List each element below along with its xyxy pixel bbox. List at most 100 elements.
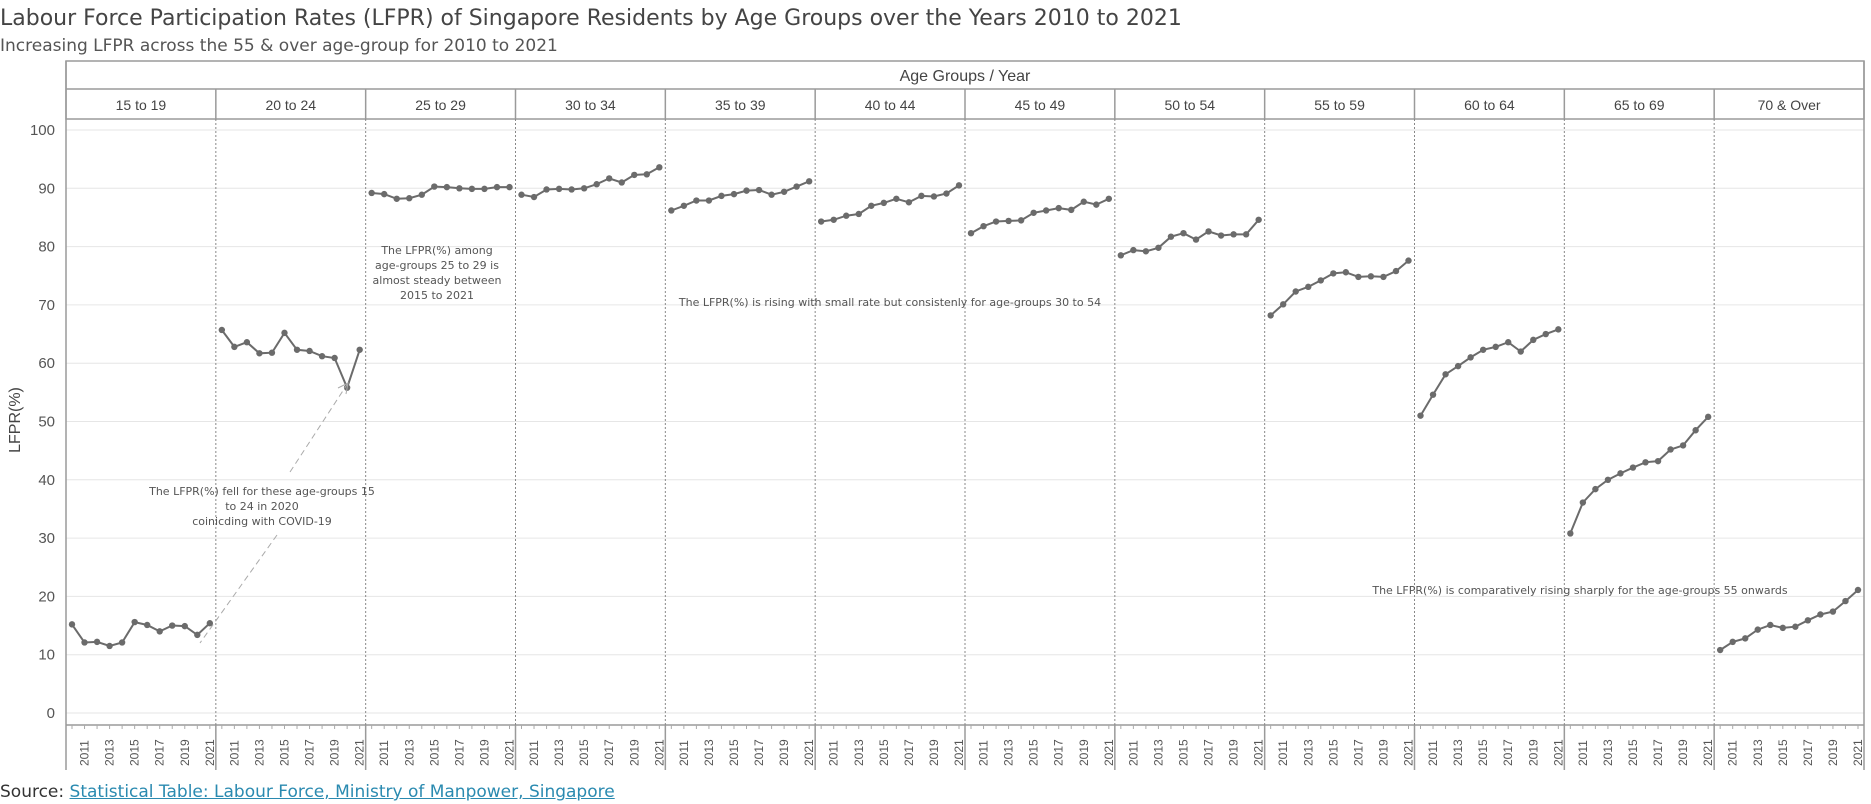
data-point	[1817, 611, 1824, 618]
x-tick-label: 2021	[652, 739, 666, 766]
data-point	[1392, 267, 1400, 275]
x-tick-label: 2013	[1751, 739, 1765, 766]
data-point	[368, 189, 375, 197]
data-point	[380, 190, 388, 198]
y-tick-label: 80	[38, 239, 55, 256]
y-tick-label: 90	[38, 180, 55, 197]
data-point	[580, 185, 588, 192]
x-tick-label: 2017	[1651, 739, 1665, 766]
series-line-20-to-24	[220, 329, 361, 391]
annotation-covid: coinicding with COVID-19	[192, 515, 332, 528]
x-tick-label: 2021	[203, 739, 217, 766]
x-tick-label: 2021	[1551, 739, 1565, 766]
data-point	[131, 618, 138, 626]
data-point	[743, 187, 750, 194]
x-tick-label: 2011	[677, 740, 691, 766]
data-point	[880, 199, 888, 207]
x-tick-label: 2013	[852, 739, 866, 766]
data-point	[506, 183, 513, 191]
data-point	[156, 628, 163, 635]
x-tick-label: 2011	[1126, 740, 1140, 766]
x-tick-label: 2013	[1301, 739, 1315, 766]
data-point	[718, 192, 725, 200]
annotation-steady: age-groups 25 to 29 is	[375, 259, 499, 272]
x-tick-label: 2013	[103, 739, 117, 766]
data-point	[1005, 217, 1012, 225]
x-tick-label: 2013	[702, 739, 716, 766]
data-point	[1355, 273, 1362, 281]
y-axis-title: LFPR(%)	[7, 387, 24, 453]
data-point	[1530, 336, 1537, 344]
data-point	[893, 195, 900, 202]
data-point	[1367, 273, 1375, 280]
x-tick-label: 2019	[1526, 739, 1540, 766]
x-tick-label: 2011	[827, 740, 841, 766]
x-tick-label: 2015	[1176, 739, 1190, 766]
x-tick-label: 2019	[777, 739, 791, 766]
data-point	[456, 185, 463, 192]
data-point	[530, 193, 538, 201]
data-point	[1505, 339, 1512, 346]
panel-header-label: 55 to 59	[1314, 97, 1365, 113]
data-point	[231, 343, 238, 351]
data-point	[418, 191, 425, 198]
panel-header-label: 15 to 19	[116, 97, 167, 113]
x-tick-label: 2021	[1402, 739, 1416, 766]
x-tick-label: 2017	[602, 739, 616, 766]
data-point	[1579, 499, 1587, 506]
x-tick-label: 2015	[727, 739, 741, 766]
data-point	[268, 349, 276, 356]
x-tick-label: 2011	[227, 740, 241, 766]
x-tick-label: 2013	[1002, 739, 1016, 766]
data-point	[980, 222, 987, 230]
data-point	[1692, 427, 1699, 434]
data-point	[967, 229, 975, 237]
data-point	[606, 175, 613, 182]
annotation-steady: The LFPR(%) among	[380, 244, 492, 257]
data-point	[1405, 257, 1412, 264]
data-point	[1267, 312, 1274, 319]
data-point	[1854, 586, 1862, 594]
data-point	[318, 353, 326, 360]
x-tick-label: 2013	[1451, 739, 1465, 766]
data-point	[1317, 277, 1324, 284]
data-point	[293, 346, 301, 353]
panel-header-label: 30 to 34	[565, 97, 616, 113]
x-tick-label: 2011	[1426, 740, 1440, 766]
data-point	[1842, 597, 1849, 605]
data-point	[543, 186, 550, 193]
data-point	[1442, 371, 1449, 378]
data-point	[855, 210, 862, 218]
data-point	[106, 642, 113, 650]
x-tick-label: 2013	[1601, 739, 1615, 766]
x-tick-label: 2017	[303, 739, 317, 766]
x-tick-label: 2019	[1077, 739, 1091, 766]
x-tick-label: 2017	[1351, 739, 1365, 766]
data-point	[1679, 442, 1687, 449]
series-line-55-to-59	[1270, 259, 1410, 317]
data-point	[668, 207, 675, 214]
data-point	[1330, 270, 1337, 277]
x-tick-label: 2019	[1376, 739, 1390, 766]
panel-header-label: 20 to 24	[265, 97, 316, 113]
x-tick-label: 2019	[328, 739, 342, 766]
x-tick-label: 2021	[1102, 739, 1116, 766]
source-link[interactable]: Statistical Table: Labour Force, Ministr…	[69, 782, 615, 802]
data-point	[830, 216, 837, 223]
x-tick-label: 2015	[1326, 739, 1340, 766]
x-tick-label: 2021	[952, 739, 966, 766]
header-title: Age Groups / Year	[900, 68, 1031, 85]
annotation-arrow	[289, 382, 349, 473]
panel-header-label: 45 to 49	[1015, 97, 1066, 113]
x-tick-label: 2017	[752, 739, 766, 766]
data-point	[1592, 485, 1599, 493]
source-prefix: Source:	[0, 782, 70, 802]
data-point	[680, 202, 688, 209]
series-line-65-to-69	[1569, 416, 1709, 534]
annotation-steady: almost steady between	[373, 274, 502, 287]
series-line-15-to-19	[71, 620, 211, 648]
x-tick-label: 2011	[527, 740, 541, 766]
panel-header-label: 35 to 39	[715, 97, 766, 113]
x-tick-label: 2015	[1776, 739, 1790, 766]
